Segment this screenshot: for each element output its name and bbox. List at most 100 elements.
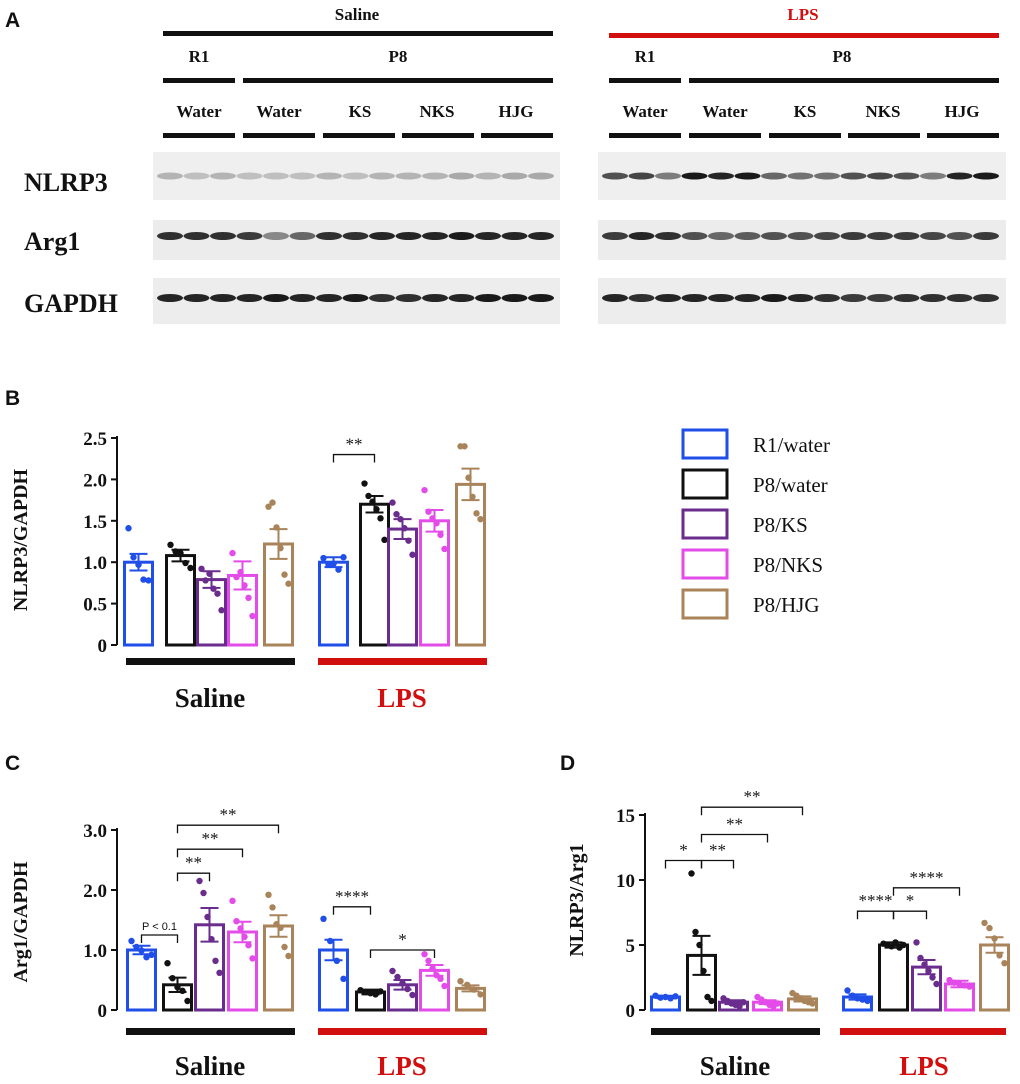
bar [419, 519, 450, 647]
data-point [265, 503, 272, 510]
data-point [281, 943, 288, 951]
data-point [859, 996, 866, 1003]
data-point [688, 870, 695, 877]
legend-swatch [681, 588, 729, 620]
lps-lane-line [689, 133, 761, 138]
significance-label: **** [859, 891, 893, 910]
data-point [921, 961, 928, 968]
y-axis-label: Arg1/GAPDH [10, 861, 32, 983]
significance-bracket [856, 910, 895, 920]
data-point [381, 536, 388, 544]
lps-header-line [609, 33, 999, 38]
y-tick-label: 15 [616, 806, 635, 827]
chart-b: B 0 0.5 1.0 1.5 2.0 2.5 NLRP3/GAPDH Saline LPS ** [5, 387, 487, 713]
data-point [361, 480, 368, 487]
data-point [325, 561, 332, 568]
saline-r1-label: R1 [189, 47, 210, 66]
group-bar [651, 1028, 820, 1035]
data-point [169, 975, 176, 982]
blot-band [628, 294, 655, 302]
data-point [362, 988, 369, 996]
blot-band [893, 172, 920, 180]
blot-band [708, 294, 734, 302]
lps-r1-label: R1 [635, 47, 656, 66]
blot-band [602, 294, 628, 302]
bar [126, 948, 157, 1012]
bar [318, 560, 349, 647]
data-point [433, 520, 440, 527]
data-point [369, 498, 376, 505]
data-point [245, 942, 252, 949]
lps-p8-line [689, 78, 999, 83]
saline-header-label: Saline [335, 5, 380, 24]
blot-band [655, 232, 681, 240]
blot-band [708, 232, 734, 240]
data-point [404, 985, 411, 993]
lps-lane-label: Water [702, 102, 748, 121]
blot-band [369, 294, 395, 302]
data-point [182, 559, 189, 567]
saline-lane-label: Water [256, 102, 302, 121]
data-point [281, 571, 288, 578]
data-point [925, 967, 932, 975]
blot-band [655, 172, 681, 180]
blot-band [602, 232, 628, 240]
blot-band [316, 294, 342, 302]
data-point [357, 987, 364, 994]
bar [359, 502, 390, 647]
legend-label: P8/KS [753, 513, 808, 537]
significance-label: **** [335, 887, 369, 906]
legend-label: P8/water [753, 473, 828, 497]
bar [123, 560, 154, 647]
blot-band [893, 294, 920, 302]
data-point [277, 924, 284, 931]
data-point [854, 995, 861, 1002]
data-point [956, 980, 963, 988]
blot-band [734, 294, 761, 302]
significance-bracket [332, 453, 376, 463]
significance-bracket [892, 887, 961, 896]
data-point [216, 969, 223, 976]
blot-band [946, 294, 973, 302]
data-point [437, 975, 444, 982]
legend-label: R1/water [753, 433, 830, 457]
data-point [888, 943, 895, 950]
significance-label: ** [220, 805, 237, 824]
blot-band [422, 172, 448, 180]
data-point [229, 549, 236, 557]
blot-band [840, 232, 867, 240]
blot-band [814, 232, 840, 240]
significance-label: ** [744, 787, 761, 806]
lps-lane-line [769, 133, 841, 138]
data-point [285, 580, 292, 587]
blot-strip [598, 220, 1006, 260]
data-point [340, 975, 347, 982]
saline-lane-label: NKS [420, 102, 455, 121]
blot-band [289, 172, 316, 180]
blot-band [946, 172, 973, 180]
significance-label: * [398, 930, 407, 949]
blot-band [316, 172, 342, 180]
data-point [929, 974, 936, 981]
data-point [429, 965, 436, 972]
saline-lane-label: KS [349, 102, 372, 121]
legend-swatch [681, 428, 729, 460]
blot-band [369, 232, 395, 240]
data-point [409, 551, 416, 558]
data-point [285, 952, 292, 960]
data-point [273, 524, 280, 531]
lps-lane-label: KS [794, 102, 817, 121]
data-point [652, 992, 659, 999]
data-point [365, 492, 372, 500]
group-label: Saline [175, 1051, 246, 1081]
saline-p8-label: P8 [389, 47, 408, 66]
blot-band [448, 172, 475, 180]
blot-bands [157, 172, 999, 302]
data-point [409, 991, 416, 999]
group-label: Saline [175, 683, 246, 713]
data-point [200, 889, 207, 897]
blot-row-label: GAPDH [24, 289, 118, 318]
blot-band [422, 232, 448, 240]
